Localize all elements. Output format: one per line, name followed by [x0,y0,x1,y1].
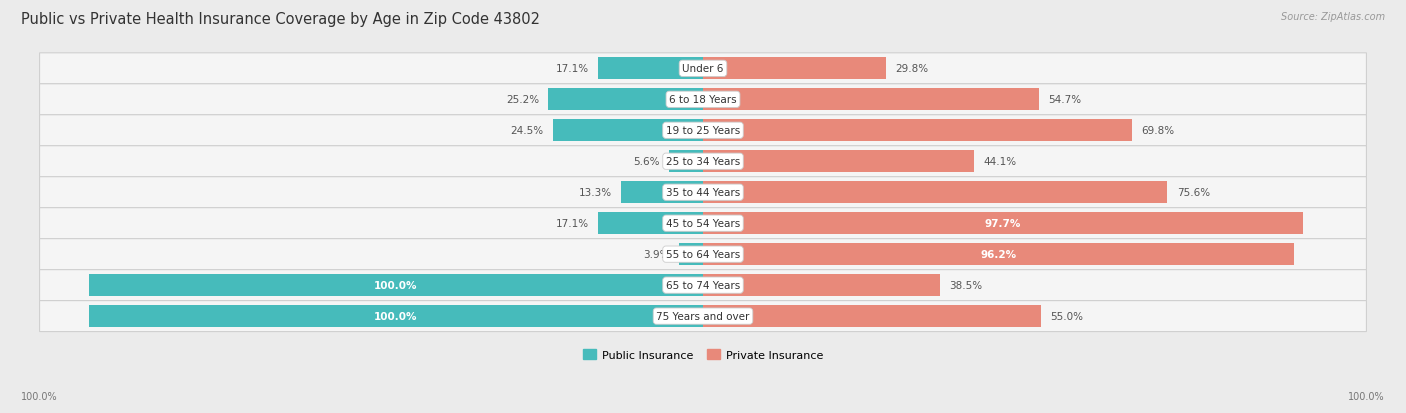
Text: 17.1%: 17.1% [555,218,589,229]
Bar [553,120,703,142]
Text: 25 to 34 Years: 25 to 34 Years [666,157,740,167]
Bar [703,213,1303,235]
Text: 45 to 54 Years: 45 to 54 Years [666,218,740,229]
FancyBboxPatch shape [39,146,1367,177]
Text: Under 6: Under 6 [682,64,724,74]
FancyBboxPatch shape [39,270,1367,301]
Text: 25.2%: 25.2% [506,95,538,105]
Bar [89,306,703,327]
Bar [703,120,1132,142]
Legend: Public Insurance, Private Insurance: Public Insurance, Private Insurance [579,345,827,364]
Bar [703,244,1294,265]
Bar [679,244,703,265]
FancyBboxPatch shape [39,239,1367,270]
Bar [703,151,974,173]
Bar [598,58,703,80]
Bar [598,213,703,235]
Text: Source: ZipAtlas.com: Source: ZipAtlas.com [1281,12,1385,22]
Bar [703,58,886,80]
Bar [703,306,1040,327]
Text: Public vs Private Health Insurance Coverage by Age in Zip Code 43802: Public vs Private Health Insurance Cover… [21,12,540,27]
Text: 100.0%: 100.0% [374,280,418,290]
FancyBboxPatch shape [39,54,1367,85]
Text: 65 to 74 Years: 65 to 74 Years [666,280,740,290]
Text: 100.0%: 100.0% [374,311,418,321]
FancyBboxPatch shape [39,116,1367,146]
Bar [621,182,703,204]
Text: 75 Years and over: 75 Years and over [657,311,749,321]
FancyBboxPatch shape [39,85,1367,116]
Text: 69.8%: 69.8% [1142,126,1174,136]
Text: 29.8%: 29.8% [896,64,928,74]
Text: 13.3%: 13.3% [579,188,612,198]
Text: 54.7%: 54.7% [1049,95,1081,105]
Text: 38.5%: 38.5% [949,280,981,290]
Bar [703,89,1039,111]
FancyBboxPatch shape [39,208,1367,239]
Bar [703,275,939,296]
Text: 100.0%: 100.0% [21,391,58,401]
Text: 6 to 18 Years: 6 to 18 Years [669,95,737,105]
Text: 55.0%: 55.0% [1050,311,1083,321]
Text: 19 to 25 Years: 19 to 25 Years [666,126,740,136]
Text: 97.7%: 97.7% [984,218,1021,229]
Text: 100.0%: 100.0% [1348,391,1385,401]
Text: 35 to 44 Years: 35 to 44 Years [666,188,740,198]
FancyBboxPatch shape [39,177,1367,208]
Text: 75.6%: 75.6% [1177,188,1209,198]
Text: 5.6%: 5.6% [633,157,659,167]
Bar [703,182,1167,204]
Text: 44.1%: 44.1% [983,157,1017,167]
Bar [89,275,703,296]
Text: 96.2%: 96.2% [980,249,1017,259]
FancyBboxPatch shape [39,301,1367,332]
Bar [669,151,703,173]
Text: 3.9%: 3.9% [644,249,669,259]
Text: 24.5%: 24.5% [510,126,543,136]
Bar [548,89,703,111]
Text: 55 to 64 Years: 55 to 64 Years [666,249,740,259]
Text: 17.1%: 17.1% [555,64,589,74]
